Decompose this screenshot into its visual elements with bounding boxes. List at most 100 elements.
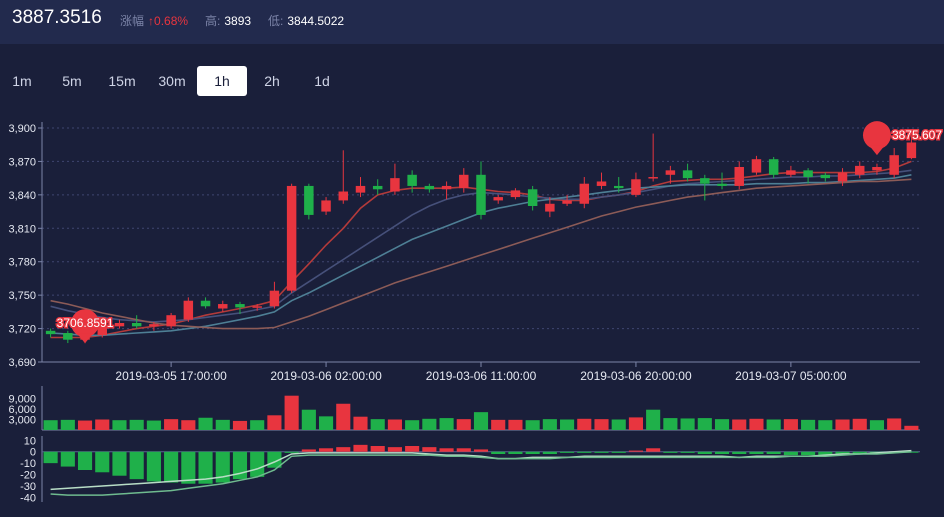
volume-bar bbox=[405, 420, 420, 430]
macd-bar bbox=[215, 451, 230, 483]
y-tick-label: 3,780 bbox=[8, 257, 36, 269]
macd-tick-label: 0 bbox=[30, 447, 36, 459]
macd-bar bbox=[852, 451, 867, 454]
change-stat: 涨幅 ↑0.68% bbox=[120, 12, 188, 29]
macd-bar bbox=[594, 451, 609, 453]
macd-bar bbox=[628, 450, 643, 452]
macd-bar bbox=[129, 451, 144, 480]
volume-bar bbox=[887, 418, 902, 430]
x-tick-label: 2019-03-06 20:00:00 bbox=[580, 369, 692, 383]
macd-bar bbox=[542, 451, 557, 454]
macd-bar bbox=[353, 444, 368, 452]
ma-line bbox=[50, 178, 912, 330]
volume-bar bbox=[95, 419, 110, 430]
candle bbox=[390, 178, 400, 192]
macd-bar bbox=[646, 448, 661, 452]
volume-bar bbox=[336, 403, 351, 430]
candle bbox=[269, 290, 280, 307]
macd-bar bbox=[697, 451, 712, 454]
volume-bar bbox=[714, 419, 730, 430]
candle bbox=[837, 172, 848, 182]
candle bbox=[252, 306, 262, 308]
max-price-marker: 3875.607 bbox=[862, 121, 944, 156]
candle bbox=[889, 155, 899, 175]
volume-bar bbox=[835, 419, 850, 430]
marker-label: 3706.8591 bbox=[57, 316, 114, 330]
volume-bar bbox=[112, 420, 127, 430]
macd-tick-label: -40 bbox=[20, 492, 36, 504]
volume-bar bbox=[869, 420, 885, 430]
volume-bar bbox=[594, 419, 609, 430]
volume-bar bbox=[663, 418, 678, 430]
marker-tip bbox=[868, 145, 885, 156]
volume-bar bbox=[232, 420, 248, 430]
candle bbox=[183, 300, 194, 320]
candle bbox=[493, 197, 503, 201]
macd-bar bbox=[508, 451, 523, 454]
macd-bar bbox=[146, 451, 161, 482]
candle bbox=[786, 170, 796, 175]
volume-bar bbox=[370, 419, 385, 430]
candle bbox=[613, 185, 624, 189]
volume-bar bbox=[181, 420, 196, 430]
volume-bar bbox=[783, 419, 798, 430]
marker-bubble bbox=[862, 121, 891, 150]
macd-bar bbox=[422, 447, 437, 452]
y-tick-label: 3,720 bbox=[8, 324, 36, 336]
volume-bar bbox=[818, 420, 833, 430]
tab-1d[interactable]: 1d bbox=[314, 73, 330, 89]
macd-bar bbox=[336, 447, 351, 452]
tab-1m[interactable]: 1m bbox=[12, 73, 32, 89]
candle bbox=[441, 185, 452, 190]
tab-30m[interactable]: 30m bbox=[158, 73, 186, 89]
volume-bar bbox=[697, 418, 712, 430]
tab-15m[interactable]: 15m bbox=[108, 73, 136, 89]
min-price-marker: 3706.8591 bbox=[55, 309, 115, 344]
macd-bar bbox=[473, 449, 489, 452]
high-label: 高: bbox=[205, 14, 221, 28]
low-label: 低: bbox=[268, 14, 284, 28]
tab-1h[interactable]: 1h bbox=[197, 66, 247, 96]
candle bbox=[855, 165, 865, 175]
candle bbox=[682, 170, 693, 179]
tab-5m[interactable]: 5m bbox=[62, 73, 82, 89]
macd-bar bbox=[95, 451, 110, 473]
change-label: 涨幅 bbox=[120, 14, 145, 28]
macd-bar bbox=[250, 451, 265, 477]
volume-bar bbox=[525, 420, 540, 430]
volume-bar bbox=[284, 395, 299, 430]
volume-bar bbox=[353, 416, 368, 430]
candle bbox=[355, 185, 366, 193]
candle bbox=[803, 170, 813, 178]
volume-bar bbox=[542, 419, 557, 430]
volume-bar bbox=[422, 418, 437, 430]
volume-bar bbox=[198, 417, 213, 430]
marker-bubble bbox=[71, 309, 100, 338]
candle bbox=[424, 185, 435, 190]
candle bbox=[820, 174, 831, 179]
macd-bar bbox=[370, 446, 385, 452]
volume-bar bbox=[852, 418, 867, 430]
volume-bar bbox=[301, 409, 316, 430]
macd-bar bbox=[60, 451, 75, 467]
macd-bar bbox=[387, 447, 402, 452]
low-stat: 低: 3844.5022 bbox=[268, 12, 344, 29]
volume-bar bbox=[77, 420, 93, 430]
candle bbox=[321, 200, 331, 212]
y-tick-label: 3,810 bbox=[8, 223, 36, 235]
candle bbox=[407, 174, 417, 186]
volume-bar bbox=[439, 418, 454, 430]
low-value: 3844.5022 bbox=[287, 14, 345, 28]
change-value: ↑0.68% bbox=[148, 14, 189, 28]
macd-line bbox=[50, 449, 912, 491]
volume-bar bbox=[129, 419, 144, 430]
volume-bar bbox=[267, 415, 282, 430]
macd-bar bbox=[611, 451, 626, 453]
tab-2h[interactable]: 2h bbox=[264, 73, 280, 89]
volume-bar bbox=[491, 419, 506, 430]
header-bar: 3887.3516 涨幅 ↑0.68% 高: 3893 低: 3844.5022 bbox=[0, 0, 944, 44]
volume-bar bbox=[456, 419, 471, 430]
volume-bar bbox=[801, 419, 816, 430]
candle bbox=[545, 203, 555, 212]
